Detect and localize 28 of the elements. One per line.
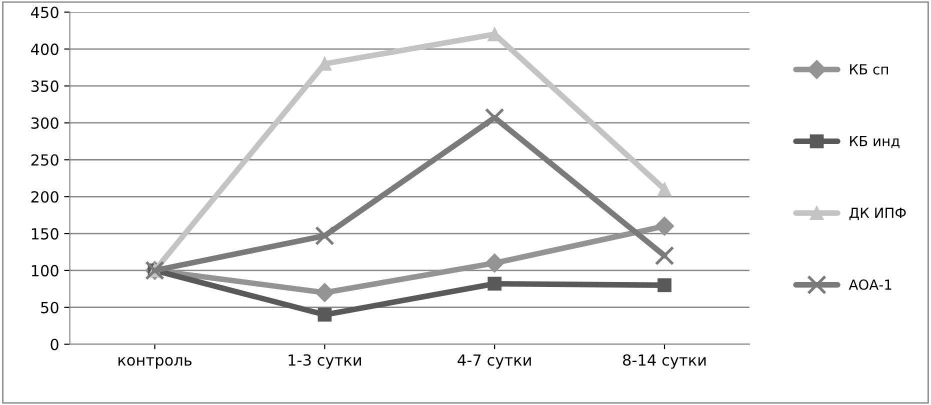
legend-label: АОА-1 xyxy=(848,279,892,290)
x-tick-label: контроль xyxy=(118,357,192,369)
point xyxy=(315,283,334,302)
y-tick-label: 300 xyxy=(31,117,58,129)
y-tick-label: 250 xyxy=(31,154,58,166)
y-tick-label: 400 xyxy=(30,44,58,56)
point xyxy=(488,276,502,291)
point xyxy=(658,182,672,196)
y-tick-label: 0 xyxy=(50,338,58,350)
legend-label: КБ инд xyxy=(850,136,900,148)
point xyxy=(484,108,504,128)
point xyxy=(658,278,672,292)
legend-label: КБ сп xyxy=(850,64,888,75)
y-tick-label: 450 xyxy=(30,6,58,18)
y-tick-label: 150 xyxy=(32,228,58,240)
y-tick-label: 100 xyxy=(32,264,58,276)
point xyxy=(654,246,674,266)
x-tick-label: 8-14 сутки xyxy=(623,354,706,369)
point xyxy=(485,254,504,273)
point xyxy=(318,308,332,322)
legend-label: ДК ИПФ xyxy=(849,208,906,220)
x-tick-label: 4-7 сутки xyxy=(458,354,531,369)
y-tick-label: 200 xyxy=(31,191,58,203)
point xyxy=(314,226,334,246)
x-tick-label: 1-3 сутки xyxy=(288,354,361,369)
y-tick-label: 350 xyxy=(31,80,58,92)
point xyxy=(654,216,674,236)
y-tick-label: 50 xyxy=(41,302,58,314)
